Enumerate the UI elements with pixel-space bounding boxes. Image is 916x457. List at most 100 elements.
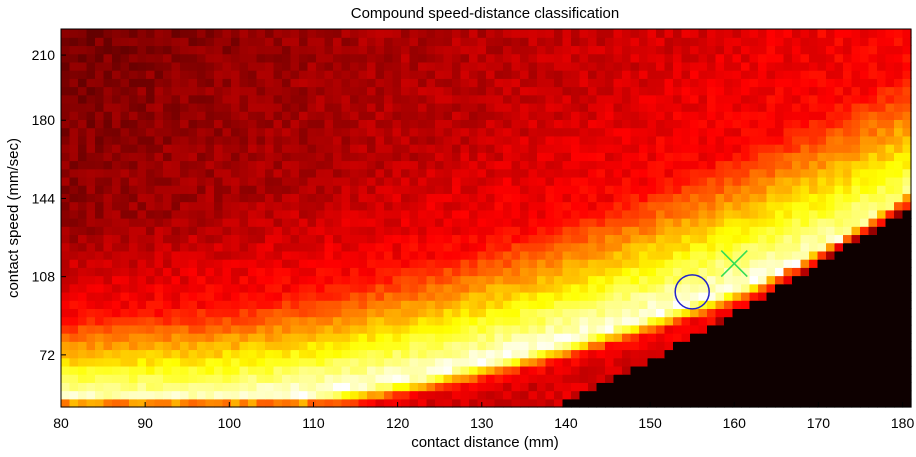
heatmap-cell <box>231 119 241 129</box>
heatmap-cell <box>664 152 674 162</box>
heatmap-cell <box>61 218 71 227</box>
heatmap-cell <box>647 226 657 236</box>
heatmap-cell <box>95 119 105 129</box>
heatmap-cell <box>664 61 674 71</box>
heatmap-cell <box>554 324 564 334</box>
heatmap-cell <box>256 250 266 260</box>
heatmap-cell <box>452 119 462 129</box>
heatmap-cell <box>350 390 360 400</box>
heatmap-cell <box>732 357 742 367</box>
heatmap-cell <box>902 144 912 153</box>
heatmap-cell <box>868 275 878 285</box>
heatmap-cell <box>367 78 377 88</box>
heatmap-cell <box>690 119 700 129</box>
heatmap-cell <box>375 382 385 392</box>
heatmap-cell <box>103 390 113 400</box>
heatmap-cell <box>69 398 79 408</box>
heatmap-cell <box>265 127 275 137</box>
heatmap-cell <box>299 275 309 285</box>
heatmap-cell <box>375 144 385 153</box>
heatmap-cell <box>120 209 130 219</box>
heatmap-cell <box>307 250 317 260</box>
heatmap-cell <box>375 308 385 318</box>
heatmap-cell <box>180 70 190 79</box>
heatmap-cell <box>324 160 334 170</box>
heatmap-cell <box>494 357 504 367</box>
heatmap-cell <box>537 357 547 367</box>
heatmap-cell <box>163 398 173 408</box>
heatmap-cell <box>528 349 538 359</box>
heatmap-cell <box>766 201 776 211</box>
heatmap-cell <box>664 201 674 211</box>
heatmap-cell <box>673 37 683 47</box>
heatmap-cell <box>103 259 113 268</box>
heatmap-cell <box>537 78 547 88</box>
heatmap-cell <box>681 160 691 170</box>
heatmap-cell <box>783 135 793 145</box>
heatmap-cell <box>401 259 411 268</box>
heatmap-cell <box>843 53 853 63</box>
heatmap-cell <box>299 259 309 268</box>
heatmap-cell <box>61 135 71 145</box>
heatmap-cell <box>783 127 793 137</box>
heatmap-cell <box>775 341 785 351</box>
heatmap-cell <box>324 152 334 162</box>
heatmap-cell <box>877 267 887 277</box>
heatmap-cell <box>630 29 640 38</box>
heatmap-cell <box>163 300 173 309</box>
heatmap-cell <box>741 349 751 359</box>
heatmap-cell <box>817 45 827 55</box>
heatmap-cell <box>596 324 606 334</box>
heatmap-cell <box>758 300 768 309</box>
heatmap-cell <box>375 226 385 236</box>
heatmap-cell <box>443 127 453 137</box>
heatmap-cell <box>452 341 462 351</box>
heatmap-cell <box>282 291 292 301</box>
heatmap-cell <box>766 127 776 137</box>
heatmap-cell <box>188 193 198 203</box>
heatmap-cell <box>902 374 912 383</box>
heatmap-cell <box>613 365 623 375</box>
heatmap-cell <box>452 349 462 359</box>
heatmap-cell <box>367 333 377 342</box>
heatmap-cell <box>188 185 198 194</box>
heatmap-cell <box>707 316 717 326</box>
heatmap-cell <box>732 349 742 359</box>
heatmap-cell <box>571 390 581 400</box>
heatmap-cell <box>775 53 785 63</box>
heatmap-cell <box>460 349 470 359</box>
heatmap-cell <box>596 218 606 227</box>
heatmap-cell <box>775 324 785 334</box>
heatmap-cell <box>868 152 878 162</box>
heatmap-cell <box>154 135 164 145</box>
heatmap-cell <box>579 250 589 260</box>
heatmap-cell <box>86 374 96 383</box>
heatmap-cell <box>554 185 564 194</box>
heatmap-cell <box>894 267 904 277</box>
heatmap-cell <box>214 160 224 170</box>
heatmap-cell <box>418 152 428 162</box>
heatmap-cell <box>443 152 453 162</box>
heatmap-cell <box>562 333 572 342</box>
heatmap-cell <box>171 341 181 351</box>
heatmap-cell <box>494 382 504 392</box>
heatmap-cell <box>316 218 326 227</box>
heatmap-cell <box>486 94 496 104</box>
heatmap-cell <box>256 144 266 153</box>
heatmap-cell <box>511 144 521 153</box>
heatmap-cell <box>647 209 657 219</box>
heatmap-cell <box>86 390 96 400</box>
heatmap-cell <box>358 61 368 71</box>
heatmap-cell <box>469 374 479 383</box>
heatmap-cell <box>698 341 708 351</box>
heatmap-cell <box>690 144 700 153</box>
heatmap-cell <box>715 382 725 392</box>
heatmap-cell <box>69 316 79 326</box>
heatmap-cell <box>826 316 836 326</box>
heatmap-cell <box>622 275 632 285</box>
heatmap-cell <box>112 37 122 47</box>
heatmap-cell <box>316 37 326 47</box>
heatmap-cell <box>494 218 504 227</box>
heatmap-cell <box>724 374 734 383</box>
heatmap-cell <box>732 209 742 219</box>
